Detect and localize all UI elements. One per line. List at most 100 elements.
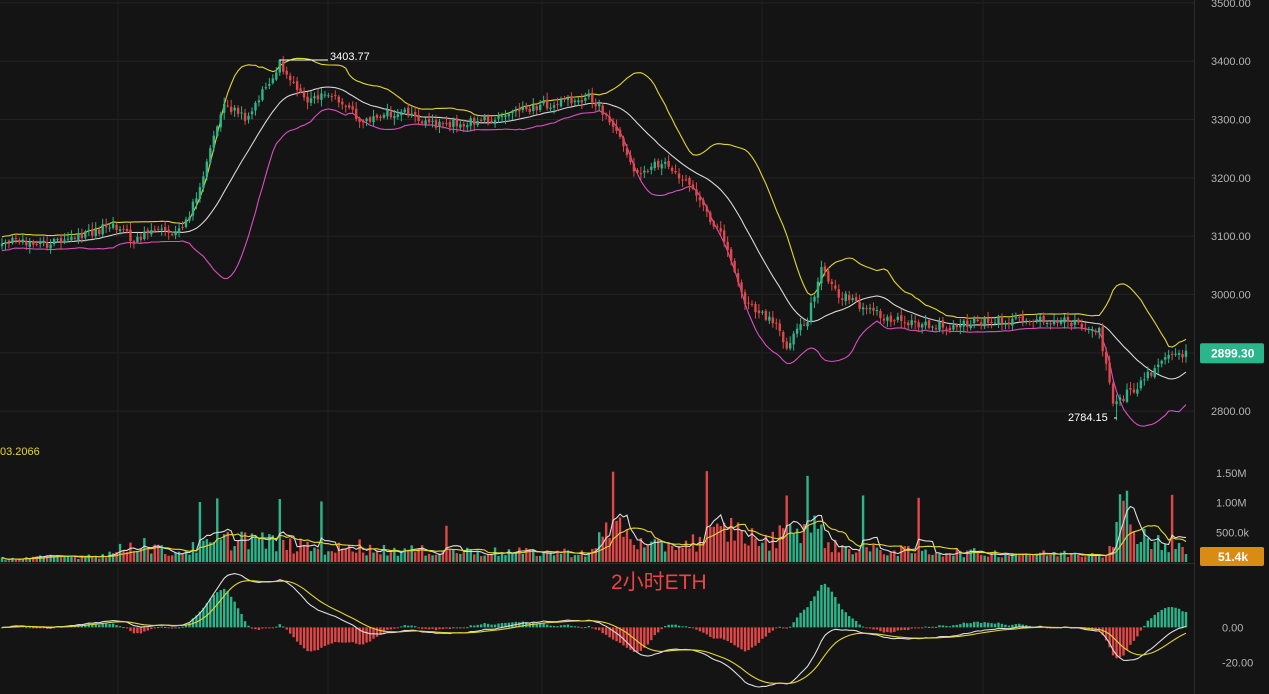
macd-histogram-bar-287[interactable] [997, 622, 1000, 628]
volume-bar-333[interactable] [1157, 535, 1160, 562]
candle-body-159[interactable] [552, 105, 556, 108]
candle-body-27[interactable] [94, 228, 97, 237]
candle-body-56[interactable] [195, 198, 198, 203]
volume-bar-194[interactable] [674, 550, 677, 562]
macd-histogram-bar-30[interactable] [104, 623, 108, 628]
candle-body-305[interactable] [1059, 321, 1063, 324]
candle-body-45[interactable] [157, 228, 160, 230]
macd-histogram-bar-279[interactable] [969, 623, 972, 628]
macd-histogram-bar-135[interactable] [469, 625, 472, 628]
candle-body-268[interactable] [931, 326, 934, 328]
candle-body-15[interactable] [52, 238, 56, 245]
volume-bar-20[interactable] [70, 555, 73, 562]
macd-histogram-bar-113[interactable] [393, 627, 396, 629]
volume-bar-7[interactable] [25, 557, 28, 562]
candle-body-181[interactable] [629, 155, 632, 162]
macd-histogram-bar-53[interactable] [184, 624, 188, 628]
candle-body-7[interactable] [25, 240, 28, 246]
volume-bar-143[interactable] [497, 555, 500, 562]
macd-histogram-bar-231[interactable] [802, 609, 806, 628]
volume-bar-100[interactable] [348, 544, 351, 562]
candle-body-319[interactable] [1108, 362, 1111, 383]
volume-bar-257[interactable] [893, 550, 896, 562]
candle-body-303[interactable] [1052, 320, 1056, 325]
volume-bar-193[interactable] [670, 545, 674, 562]
macd-histogram-bar-132[interactable] [459, 627, 462, 629]
volume-bar-159[interactable] [552, 555, 556, 562]
volume-bar-131[interactable] [455, 553, 459, 562]
volume-bar-155[interactable] [538, 556, 542, 562]
volume-bar-307[interactable] [1066, 556, 1070, 562]
candle-body-25[interactable] [87, 229, 91, 231]
macd-histogram-bar-291[interactable] [1011, 624, 1014, 628]
macd-histogram-bar-160[interactable] [556, 626, 559, 628]
candle-body-160[interactable] [556, 103, 559, 105]
macd-histogram-bar-122[interactable] [424, 627, 427, 629]
macd-histogram-bar-121[interactable] [420, 627, 424, 629]
macd-histogram-bar-85[interactable] [295, 627, 299, 642]
volume-bar-256[interactable] [889, 552, 893, 562]
candle-body-109[interactable] [379, 116, 382, 119]
candle-body-4[interactable] [14, 237, 18, 240]
macd-histogram-bar-112[interactable] [389, 627, 393, 630]
macd-histogram-bar-238[interactable] [827, 587, 830, 628]
macd-histogram-bar-294[interactable] [1021, 624, 1025, 628]
candle-body-264[interactable] [917, 322, 920, 328]
volume-bar-289[interactable] [1004, 553, 1007, 562]
macd-histogram-bar-284[interactable] [986, 622, 990, 628]
candle-body-85[interactable] [295, 81, 299, 90]
candle-body-270[interactable] [938, 321, 941, 330]
volume-bar-321[interactable] [1115, 521, 1118, 562]
candle-body-215[interactable] [747, 302, 750, 304]
candle-body-280[interactable] [972, 318, 976, 324]
macd-histogram-bar-167[interactable] [580, 627, 584, 629]
volume-bar-310[interactable] [1077, 554, 1080, 562]
candle-body-92[interactable] [320, 93, 323, 100]
candle-body-155[interactable] [538, 104, 542, 110]
macd-histogram-bar-277[interactable] [962, 622, 965, 628]
volume-bar-64[interactable] [223, 534, 226, 562]
macd-histogram-bar-210[interactable] [729, 627, 733, 644]
macd-histogram-bar-152[interactable] [528, 623, 531, 628]
candle-body-101[interactable] [351, 106, 354, 110]
candle-body-197[interactable] [684, 179, 688, 181]
macd-histogram-bar-99[interactable] [344, 627, 347, 643]
macd-histogram-bar-48[interactable] [167, 627, 170, 629]
candle-body-116[interactable] [403, 109, 406, 113]
macd-histogram-bar-153[interactable] [532, 622, 535, 628]
candle-body-167[interactable] [580, 100, 584, 103]
candle-body-76[interactable] [264, 87, 268, 89]
candle-body-11[interactable] [38, 243, 42, 245]
macd-histogram-bar-205[interactable] [712, 627, 715, 639]
candle-body-37[interactable] [129, 229, 132, 242]
candle-body-243[interactable] [844, 293, 847, 302]
candle-body-190[interactable] [660, 164, 663, 169]
macd-histogram-bar-185[interactable] [643, 627, 646, 648]
candle-body-138[interactable] [479, 119, 483, 121]
candle-body-306[interactable] [1063, 317, 1066, 323]
volume-bar-178[interactable] [618, 517, 622, 562]
candle-body-200[interactable] [695, 189, 698, 196]
candle-body-214[interactable] [743, 292, 747, 305]
macd-histogram-bar-97[interactable] [337, 627, 340, 643]
candle-body-203[interactable] [705, 206, 709, 212]
candle-body-239[interactable] [830, 281, 834, 284]
macd-histogram-bar-50[interactable] [174, 627, 177, 629]
volume-bar-71[interactable] [247, 549, 250, 562]
macd-histogram-bar-28[interactable] [98, 624, 101, 628]
macd-histogram-bar-329[interactable] [1143, 625, 1146, 628]
volume-bar-69[interactable] [240, 531, 243, 562]
macd-histogram-bar-317[interactable] [1101, 627, 1104, 636]
volume-bar-126[interactable] [438, 553, 441, 562]
candle-body-182[interactable] [632, 163, 636, 172]
candle-body-36[interactable] [125, 228, 129, 232]
candle-body-125[interactable] [434, 120, 438, 128]
volume-bar-54[interactable] [188, 554, 191, 562]
candle-body-223[interactable] [775, 322, 778, 324]
candle-body-208[interactable] [723, 230, 726, 242]
macd-histogram-bar-260[interactable] [903, 627, 906, 630]
volume-bar-237[interactable] [823, 548, 827, 562]
volume-bar-250[interactable] [868, 551, 872, 562]
volume-bar-261[interactable] [907, 545, 910, 562]
volume-bar-13[interactable] [45, 555, 49, 562]
